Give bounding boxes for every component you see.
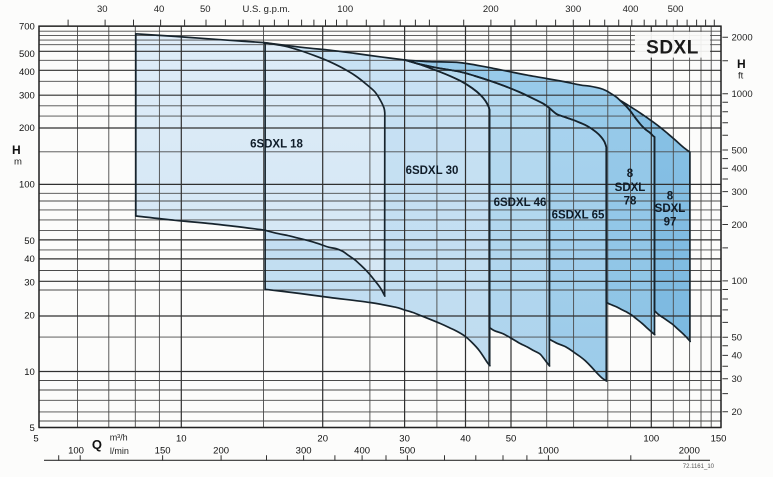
svg-text:20: 20 [317, 434, 328, 445]
svg-text:72.1161_10: 72.1161_10 [683, 464, 715, 470]
svg-text:40: 40 [24, 254, 35, 265]
svg-text:2000: 2000 [679, 446, 700, 457]
svg-text:1000: 1000 [732, 89, 753, 100]
svg-text:ft: ft [738, 71, 744, 82]
svg-text:500: 500 [732, 145, 748, 156]
svg-text:400: 400 [732, 164, 748, 175]
svg-text:6SDXL 46: 6SDXL 46 [494, 197, 547, 209]
svg-text:50: 50 [200, 4, 211, 15]
svg-text:100: 100 [68, 446, 84, 457]
svg-text:30: 30 [399, 434, 410, 445]
svg-text:m: m [14, 157, 22, 168]
svg-text:500: 500 [399, 446, 415, 457]
svg-text:50: 50 [24, 236, 35, 247]
svg-text:30: 30 [24, 278, 35, 289]
svg-text:2000: 2000 [732, 33, 753, 44]
svg-text:78: 78 [624, 196, 637, 208]
svg-text:1000: 1000 [538, 446, 559, 457]
svg-text:300: 300 [19, 90, 35, 101]
svg-text:150: 150 [711, 434, 727, 445]
svg-text:20: 20 [732, 407, 743, 418]
svg-text:U.S. g.p.m.: U.S. g.p.m. [243, 4, 291, 15]
svg-text:6SDXL 30: 6SDXL 30 [406, 165, 459, 177]
svg-text:300: 300 [296, 446, 312, 457]
svg-text:5: 5 [30, 423, 35, 434]
svg-text:50: 50 [506, 434, 517, 445]
svg-text:200: 200 [19, 123, 35, 134]
svg-text:200: 200 [213, 446, 229, 457]
svg-text:10: 10 [24, 367, 35, 378]
svg-text:l/min: l/min [110, 446, 129, 456]
svg-text:150: 150 [155, 446, 171, 457]
svg-text:200: 200 [483, 4, 499, 15]
svg-text:20: 20 [24, 310, 35, 321]
svg-text:Q: Q [92, 437, 102, 452]
svg-text:200: 200 [732, 220, 748, 231]
svg-text:30: 30 [97, 4, 108, 15]
svg-text:H: H [12, 143, 21, 157]
svg-text:8: 8 [667, 190, 674, 202]
svg-text:40: 40 [460, 434, 471, 445]
svg-text:300: 300 [732, 187, 748, 198]
svg-text:100: 100 [732, 276, 748, 287]
svg-text:500: 500 [19, 49, 35, 60]
svg-text:SDXL: SDXL [646, 38, 699, 59]
svg-text:300: 300 [565, 4, 581, 15]
svg-text:6SDXL 18: 6SDXL 18 [250, 139, 303, 151]
svg-text:SDXL: SDXL [655, 203, 686, 215]
svg-text:100: 100 [643, 434, 659, 445]
svg-text:400: 400 [19, 67, 35, 78]
svg-text:100: 100 [337, 4, 353, 15]
svg-text:40: 40 [154, 4, 165, 15]
svg-text:500: 500 [668, 4, 684, 15]
svg-text:6SDXL 65: 6SDXL 65 [552, 209, 605, 221]
svg-text:100: 100 [19, 180, 35, 191]
svg-text:400: 400 [354, 446, 370, 457]
svg-text:400: 400 [623, 4, 639, 15]
svg-text:10: 10 [176, 434, 187, 445]
svg-text:700: 700 [19, 21, 35, 32]
svg-text:8: 8 [627, 168, 634, 180]
svg-text:H: H [737, 57, 746, 71]
svg-text:SDXL: SDXL [615, 182, 646, 194]
svg-text:40: 40 [732, 351, 743, 362]
svg-text:97: 97 [664, 217, 677, 229]
svg-text:30: 30 [732, 374, 743, 385]
svg-text:5: 5 [33, 434, 38, 445]
svg-text:m³/h: m³/h [110, 433, 128, 443]
svg-text:50: 50 [732, 333, 743, 344]
